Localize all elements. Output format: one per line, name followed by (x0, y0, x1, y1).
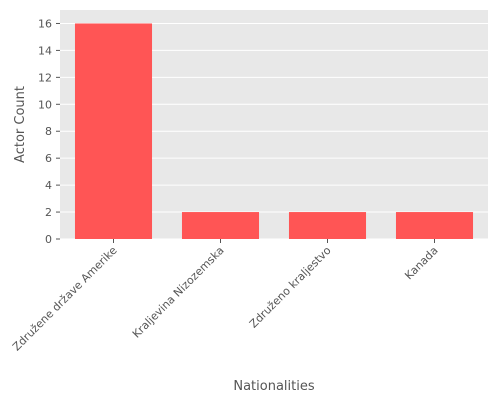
y-tick-label: 10 (38, 98, 52, 111)
x-axis-ticks: Združene države Amerike Kraljevina Nizoze… (10, 239, 441, 353)
bars (74, 23, 474, 240)
y-tick-label: 0 (45, 233, 52, 246)
y-tick-label: 16 (38, 17, 52, 30)
bar (181, 212, 260, 239)
y-tick-label: 6 (45, 152, 52, 165)
y-axis-ticks: 0 2 4 6 8 10 12 14 16 (38, 17, 60, 246)
y-tick-label: 12 (38, 71, 52, 84)
bar (74, 23, 153, 240)
bar (395, 212, 474, 239)
x-tick-label: Združeno kraljestvo (247, 244, 334, 331)
y-tick-label: 2 (45, 206, 52, 219)
x-tick-label: Kraljevina Nizozemska (130, 244, 227, 341)
y-axis-title: Actor Count (13, 86, 28, 163)
x-axis-title: Nationalities (233, 379, 314, 394)
x-tick-label: Združene države Amerike (10, 244, 120, 354)
y-tick-label: 4 (45, 179, 52, 192)
y-tick-label: 14 (38, 44, 52, 57)
x-tick-label: Kanada (402, 244, 440, 282)
y-tick-label: 8 (45, 125, 52, 138)
bar (288, 212, 367, 239)
